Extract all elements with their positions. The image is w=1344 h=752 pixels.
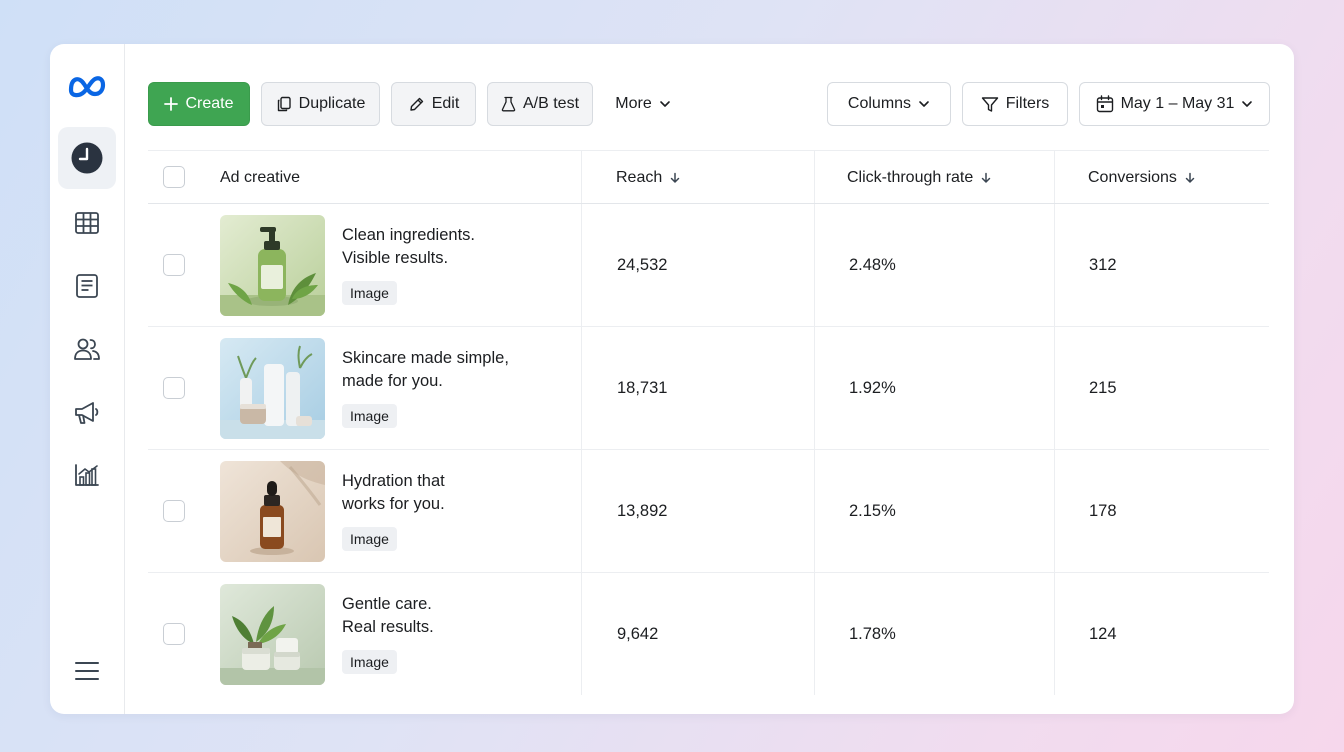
duplicate-button-label: Duplicate <box>298 95 366 112</box>
reach-cell: 13,892 <box>617 501 668 520</box>
ad-headline-line-1: Clean ingredients. <box>342 226 475 244</box>
calendar-icon <box>1096 95 1113 113</box>
ad-headline: Gentle care. Real results. <box>342 593 542 639</box>
format-badge: Image <box>342 404 397 428</box>
ad-headline-line-1: Skincare made simple, <box>342 349 509 367</box>
sort-arrow-down-icon <box>982 172 991 183</box>
beaker-icon <box>501 96 516 112</box>
table-row[interactable]: Hydration that works for you. Image 13,8… <box>148 450 1269 573</box>
date-range-label: May 1 – May 31 <box>1120 95 1235 112</box>
more-dropdown[interactable]: More <box>600 82 686 126</box>
columns-dropdown-label: Columns <box>847 95 912 112</box>
toolbar: Create Duplicate Edit A/B test More <box>148 82 1270 126</box>
ad-thumbnail-pump-bottle[interactable] <box>220 215 325 316</box>
sidebar-item-overview[interactable] <box>58 127 116 189</box>
ad-headline-line-2: Real results. <box>342 618 434 636</box>
chevron-down-icon <box>659 101 670 107</box>
ad-headline-line-2: made for you. <box>342 372 443 390</box>
menu-icon <box>75 662 99 680</box>
filters-button-label: Filters <box>1005 95 1050 112</box>
ad-headline: Clean ingredients. Visible results. <box>342 224 542 270</box>
create-button[interactable]: Create <box>148 82 250 126</box>
filter-icon <box>981 96 998 112</box>
table-header: Ad creative Reach Click-through rate Con… <box>148 150 1269 204</box>
duplicate-button[interactable]: Duplicate <box>261 82 380 126</box>
reach-cell: 9,642 <box>617 624 659 643</box>
column-header-ctr[interactable]: Click-through rate <box>847 151 991 205</box>
chart-icon <box>75 464 99 486</box>
ab-test-button[interactable]: A/B test <box>487 82 593 126</box>
ad-thumbnail-dropper-bottle[interactable] <box>220 461 325 562</box>
reach-cell: 24,532 <box>617 255 668 274</box>
create-button-label: Create <box>185 95 234 112</box>
chevron-down-icon <box>919 101 929 107</box>
sidebar-menu-button[interactable] <box>58 640 116 702</box>
meta-logo-icon[interactable] <box>67 70 107 102</box>
column-header-label: Click-through rate <box>847 169 974 186</box>
column-header-label: Reach <box>616 169 663 186</box>
table-row[interactable]: Gentle care. Real results. Image 9,642 1… <box>148 573 1269 696</box>
ad-headline-line-2: works for you. <box>342 495 445 513</box>
ab-test-button-label: A/B test <box>522 95 580 112</box>
chevron-down-icon <box>1242 101 1253 107</box>
row-checkbox[interactable] <box>163 377 185 399</box>
ad-thumbnail-cream-jars[interactable] <box>220 584 325 685</box>
sidebar-item-insights[interactable] <box>58 444 116 506</box>
column-header-label: Ad creative <box>220 169 301 186</box>
ads-table: Ad creative Reach Click-through rate Con… <box>148 150 1269 696</box>
ctr-cell: 1.92% <box>849 378 896 397</box>
conversions-cell: 124 <box>1089 624 1117 643</box>
document-icon <box>76 274 98 298</box>
conversions-cell: 215 <box>1089 378 1117 397</box>
sidebar-item-campaigns[interactable] <box>58 192 116 254</box>
ctr-cell: 1.78% <box>849 624 896 643</box>
format-badge: Image <box>342 527 397 551</box>
sidebar <box>50 44 125 714</box>
format-badge: Image <box>342 650 397 674</box>
ad-headline-line-2: Visible results. <box>342 249 449 267</box>
sidebar-item-audiences[interactable] <box>58 318 116 380</box>
filters-button[interactable]: Filters <box>962 82 1068 126</box>
conversions-cell: 312 <box>1089 255 1117 274</box>
sidebar-item-ads[interactable] <box>58 381 116 443</box>
ad-headline-line-1: Gentle care. <box>342 595 432 613</box>
ad-headline: Skincare made simple, made for you. <box>342 347 542 393</box>
column-header-conversions[interactable]: Conversions <box>1088 151 1195 205</box>
edit-button[interactable]: Edit <box>391 82 476 126</box>
table-row[interactable]: Clean ingredients. Visible results. Imag… <box>148 204 1269 327</box>
users-icon <box>74 338 100 360</box>
column-header-label: Conversions <box>1088 169 1177 186</box>
table-row[interactable]: Skincare made simple, made for you. Imag… <box>148 327 1269 450</box>
sort-arrow-down-icon <box>671 172 680 183</box>
ad-headline-line-1: Hydration that <box>342 472 445 490</box>
row-checkbox[interactable] <box>163 623 185 645</box>
select-all-checkbox[interactable] <box>163 166 185 188</box>
conversions-cell: 178 <box>1089 501 1117 520</box>
ads-manager-panel: Create Duplicate Edit A/B test More <box>50 44 1294 714</box>
row-checkbox[interactable] <box>163 500 185 522</box>
more-dropdown-label: More <box>615 95 652 112</box>
row-checkbox[interactable] <box>163 254 185 276</box>
columns-dropdown[interactable]: Columns <box>827 82 951 126</box>
sort-arrow-down-icon <box>1185 172 1195 183</box>
ctr-cell: 2.15% <box>849 501 896 520</box>
ad-thumbnail-skincare-set[interactable] <box>220 338 325 439</box>
column-header-reach[interactable]: Reach <box>616 151 680 205</box>
ctr-cell: 2.48% <box>849 255 896 274</box>
format-badge: Image <box>342 281 397 305</box>
column-header-ad-creative[interactable]: Ad creative <box>220 151 300 205</box>
sidebar-item-reports[interactable] <box>58 255 116 317</box>
ad-headline: Hydration that works for you. <box>342 470 542 516</box>
table-icon <box>75 212 99 234</box>
date-range-picker[interactable]: May 1 – May 31 <box>1079 82 1270 126</box>
plus-icon <box>164 97 179 111</box>
clock-icon <box>71 142 103 174</box>
edit-button-label: Edit <box>431 95 460 112</box>
pencil-icon <box>410 97 423 111</box>
reach-cell: 18,731 <box>617 378 668 397</box>
duplicate-icon <box>277 96 291 112</box>
megaphone-icon <box>75 402 99 424</box>
